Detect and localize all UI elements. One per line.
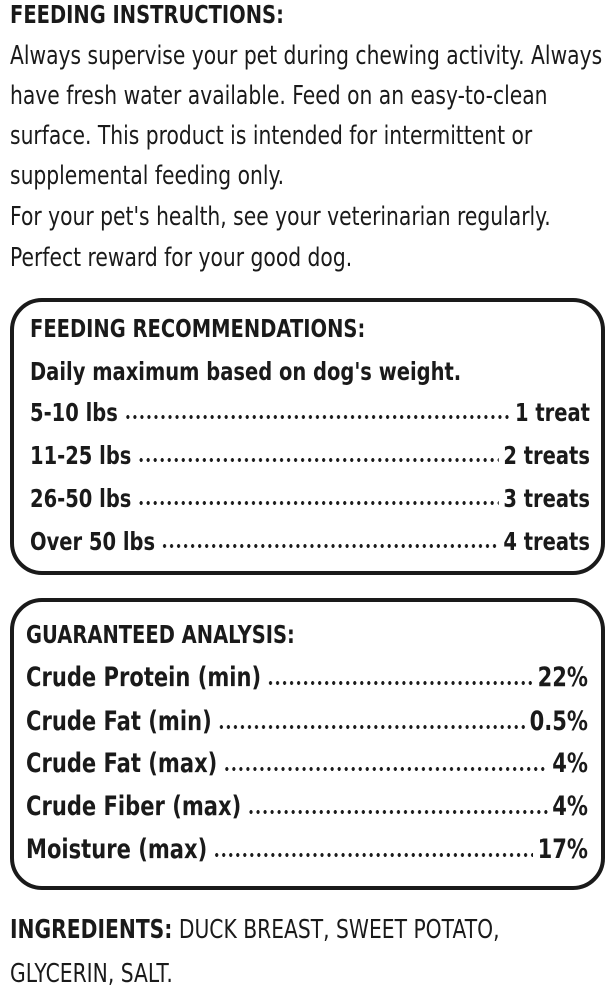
row-value: 22% [537,662,588,693]
row-value: 1 treat [514,398,590,427]
leader-dots [137,457,499,463]
row-label: Over 50 lbs [30,527,156,556]
leader-dots [217,724,525,730]
leader-row: Crude Fat (max) 4% [26,750,588,777]
leader-dots [161,543,499,549]
row-value: 2 treats [503,441,590,470]
row-label: 11-25 lbs [30,441,132,470]
leader-row: Moisture (max) 17% [26,836,588,863]
row-label: 26-50 lbs [30,484,132,513]
leader-dots [247,809,548,815]
row-label: Crude Protein (min) [26,662,262,693]
leader-dots [267,680,533,686]
instructions-line: supplemental feeding only. [10,161,285,191]
instructions-line: For your pet's health, see your veterina… [10,202,551,232]
ingredients-text: DUCK BREAST, SWEET POTATO, [178,915,500,945]
analysis-title: GUARANTEED ANALYSIS: [26,620,295,649]
instructions-line: have fresh water available. Feed on an e… [10,81,548,111]
recommendations-box [10,298,605,575]
ingredients-label: INGREDIENTS: [10,915,173,945]
recommendations-title: FEEDING RECOMMENDATIONS: [30,314,366,343]
ingredients-text: GLYCERIN, SALT. [10,959,173,989]
row-value: 4% [552,791,588,822]
recommendations-subtitle: Daily maximum based on dog's weight. [30,357,462,386]
row-value: 3 treats [503,484,590,513]
row-label: Crude Fat (max) [26,748,218,779]
ingredients-line: INGREDIENTS: DUCK BREAST, SWEET POTATO, [10,917,500,943]
row-label: Crude Fat (min) [26,706,212,737]
row-label: 5-10 lbs [30,398,118,427]
analysis-box [10,598,605,890]
instructions-line: Always supervise your pet during chewing… [10,41,603,71]
leader-row: Crude Protein (min) 22% [26,664,588,691]
row-value: 17% [537,834,588,865]
leader-dots [137,500,499,506]
leader-dots [223,766,548,772]
leader-row: Crude Fiber (max) 4% [26,793,588,820]
row-value: 0.5% [529,706,588,737]
row-label: Moisture (max) [26,834,208,865]
instructions-line: Perfect reward for your good dog. [10,243,353,273]
leader-row: 26-50 lbs 3 treats [30,486,590,511]
row-label: Crude Fiber (max) [26,791,242,822]
leader-dots [124,414,511,420]
leader-row: Over 50 lbs 4 treats [30,529,590,554]
row-value: 4 treats [503,527,590,556]
leader-row: 11-25 lbs 2 treats [30,443,590,468]
leader-dots [213,852,533,858]
row-value: 4% [552,748,588,779]
instructions-title: FEEDING INSTRUCTIONS: [10,0,284,29]
leader-row: 5-10 lbs 1 treat [30,400,590,425]
instructions-line: surface. This product is intended for in… [10,121,533,151]
leader-row: Crude Fat (min) 0.5% [26,708,588,735]
